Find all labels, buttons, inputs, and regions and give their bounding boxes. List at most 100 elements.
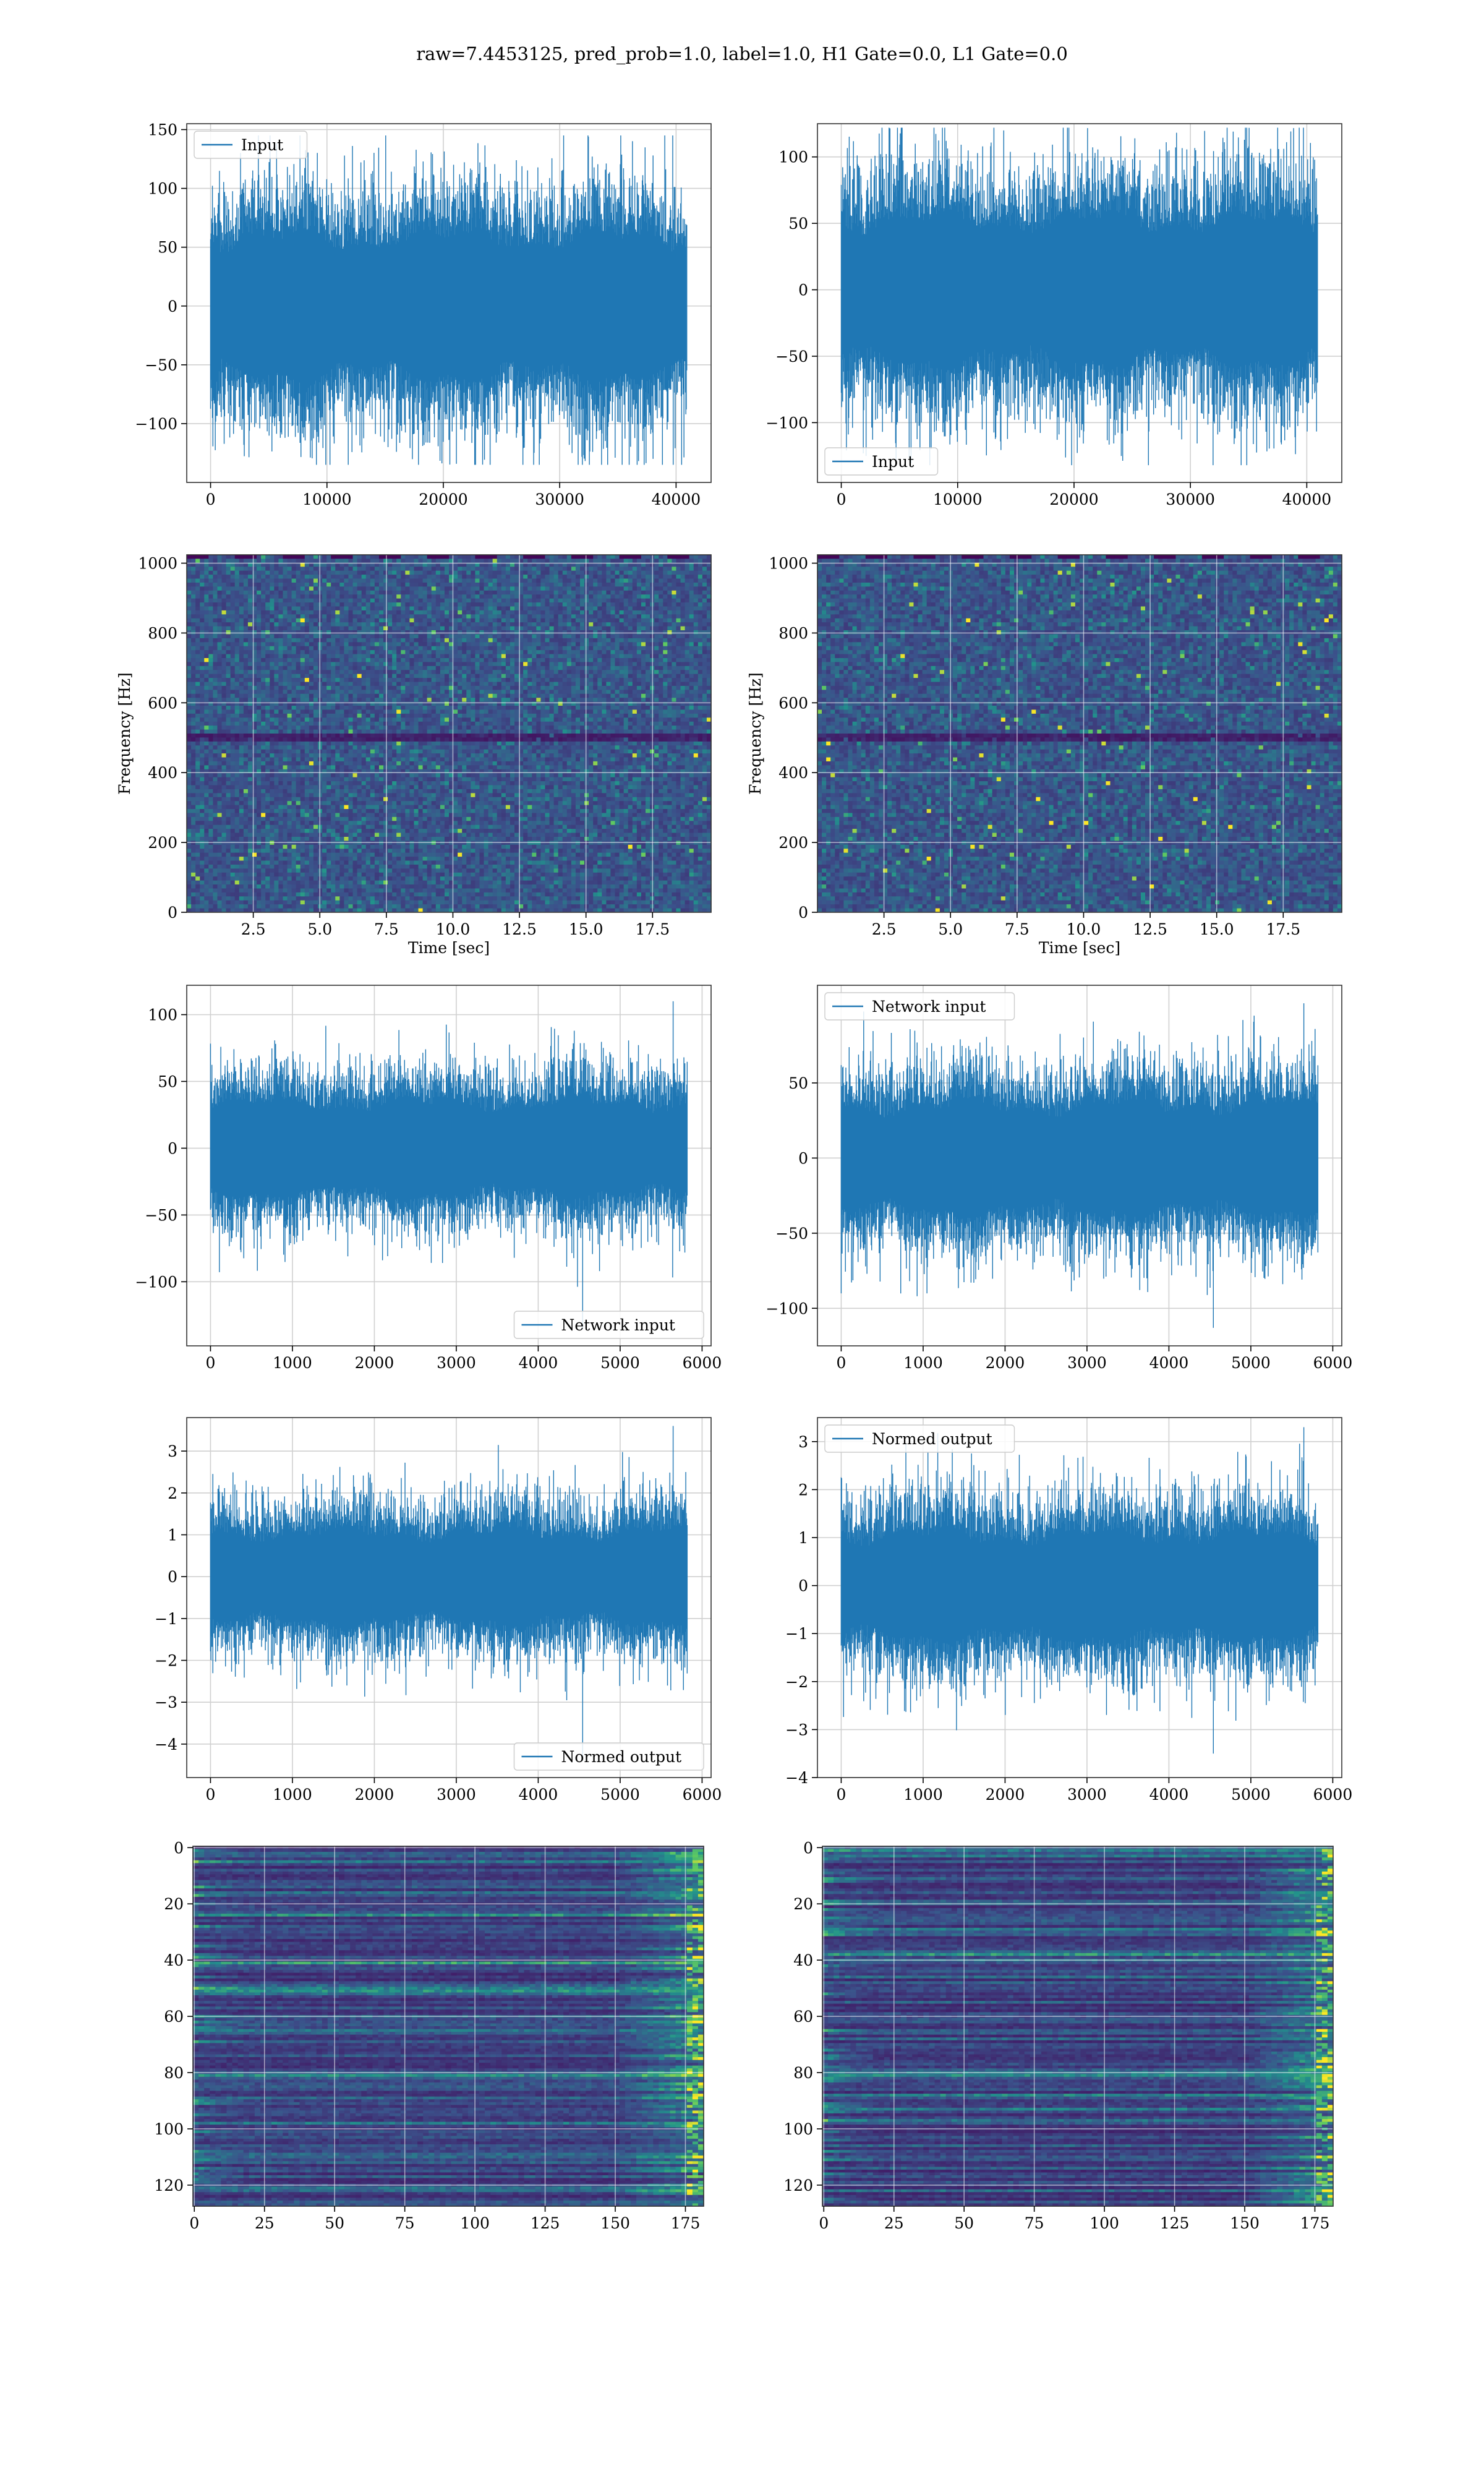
heatmap-cell [510, 594, 515, 599]
heatmap-cell [694, 602, 699, 607]
heatmap-cell [633, 642, 638, 646]
heatmap-cell [554, 630, 559, 635]
heatmap-cell [283, 674, 288, 678]
heatmap-cell [672, 650, 676, 654]
heatmap-cell [637, 618, 642, 623]
heatmap-cell [510, 618, 515, 623]
heatmap-cell [301, 630, 305, 635]
heatmap-cell [288, 646, 292, 651]
heatmap-cell [427, 575, 432, 579]
heatmap-cell [348, 638, 353, 643]
heatmap-cell [659, 662, 663, 666]
heatmap-cell [313, 594, 318, 599]
heatmap-cell [610, 662, 615, 666]
heatmap-cell [235, 555, 240, 559]
heatmap-cell [606, 666, 611, 670]
heatmap-cell [659, 630, 663, 635]
heatmap-cell [475, 678, 480, 682]
heatmap-cell [527, 627, 532, 631]
heatmap-cell [689, 571, 694, 575]
y-tick-label: −50 [775, 348, 808, 366]
heatmap-cell [257, 634, 262, 638]
heatmap-cell [506, 622, 511, 627]
heatmap-cell [344, 630, 349, 635]
heatmap-cell [353, 602, 358, 607]
heatmap-cell [567, 634, 572, 638]
heatmap-cell [475, 618, 480, 623]
heatmap-cell [313, 682, 318, 687]
heatmap-cell [488, 614, 493, 618]
heatmap-cell [536, 642, 541, 646]
heatmap-cell [558, 594, 563, 599]
heatmap-cell [659, 618, 663, 623]
heatmap-cell [419, 567, 424, 571]
heatmap-cell [322, 642, 327, 646]
heatmap-cell [309, 646, 314, 651]
heatmap-cell [313, 646, 318, 651]
heatmap-cell [563, 583, 568, 587]
heatmap-cell [388, 654, 393, 659]
heatmap-cell [231, 618, 236, 623]
heatmap-cell [654, 674, 659, 678]
heatmap-cell [331, 583, 336, 587]
heatmap-cell [301, 654, 305, 659]
heatmap-cell [335, 674, 340, 678]
heatmap-cell [204, 682, 209, 687]
heatmap-cell [305, 650, 310, 654]
heatmap-cell [375, 627, 380, 631]
heatmap-cell [248, 559, 253, 563]
heatmap-cell [628, 630, 633, 635]
heatmap-cell [523, 646, 528, 651]
heatmap-cell [471, 634, 475, 638]
heatmap-cell [419, 618, 424, 623]
heatmap-cell [659, 555, 663, 559]
heatmap-cell [383, 618, 388, 623]
heatmap-cell [633, 674, 638, 678]
heatmap-cell [445, 591, 450, 595]
heatmap-cell [392, 630, 397, 635]
heatmap-cell [681, 650, 686, 654]
heatmap-cell [610, 602, 615, 607]
heatmap-cell [344, 567, 349, 571]
heatmap-cell [532, 622, 537, 627]
heatmap-cell [654, 670, 659, 674]
heatmap-cell [554, 555, 559, 559]
series-line [842, 127, 1318, 465]
heatmap-cell [191, 599, 196, 603]
heatmap-cell [554, 627, 559, 631]
heatmap-cell [265, 586, 270, 591]
heatmap-cell [624, 555, 629, 559]
heatmap-cell [545, 642, 550, 646]
heatmap-cell [567, 559, 572, 563]
heatmap-cell [685, 674, 690, 678]
heatmap-cell [257, 583, 262, 587]
heatmap-cell [506, 674, 511, 678]
heatmap-cell [370, 642, 375, 646]
heatmap-cell [576, 579, 581, 583]
heatmap-cell [672, 591, 676, 595]
heatmap-cell [462, 599, 467, 603]
heatmap-cell [423, 614, 428, 618]
heatmap-cell [558, 602, 563, 607]
y-tick-label: 100 [148, 180, 177, 198]
heatmap-cell [292, 618, 297, 623]
heatmap-cell [357, 622, 362, 627]
heatmap-cell [388, 594, 393, 599]
heatmap-cell [646, 622, 650, 627]
heatmap-cell [339, 662, 344, 666]
heatmap-cell [593, 599, 598, 603]
heatmap-cell [654, 638, 659, 643]
heatmap-cell [536, 571, 541, 575]
heatmap-cell [204, 606, 209, 610]
heatmap-cell [270, 666, 275, 670]
heatmap-cell [392, 583, 397, 587]
heatmap-cell [654, 586, 659, 591]
heatmap-cell [235, 678, 240, 682]
heatmap-cell [344, 602, 349, 607]
heatmap-cell [493, 583, 498, 587]
heatmap-cell [231, 666, 236, 670]
heatmap-cell [339, 630, 344, 635]
heatmap-cell [274, 559, 279, 563]
heatmap-cell [563, 571, 568, 575]
heatmap-cell [458, 622, 463, 627]
